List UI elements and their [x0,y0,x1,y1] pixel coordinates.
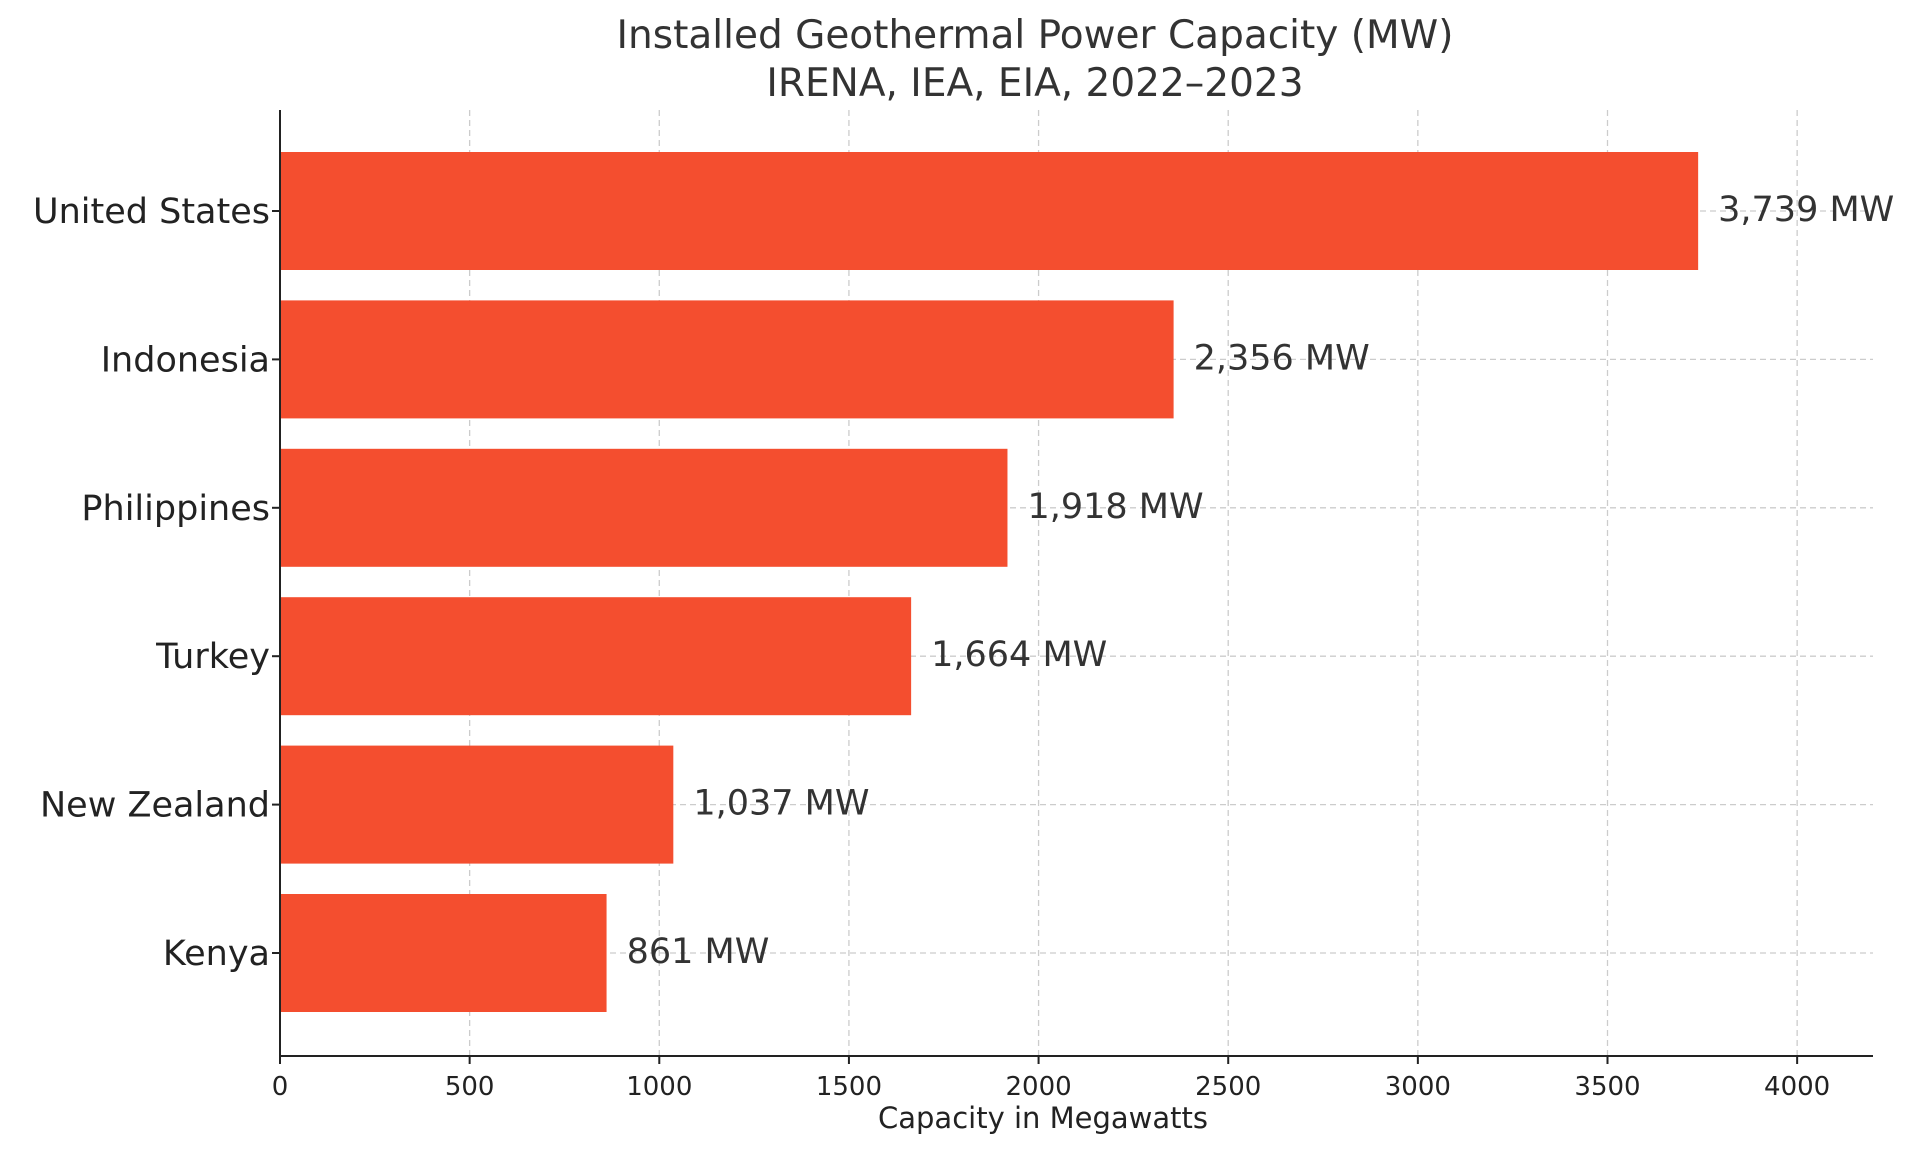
chart-subtitle: IRENA, IEA, EIA, 2022–2023 [766,61,1303,106]
bar [280,745,674,864]
y-tick-label: New Zealand [40,786,270,826]
x-tick-label: 2500 [1195,1072,1261,1102]
data-label: 2,356 MW [1194,338,1370,378]
x-tick-label: 1500 [816,1072,882,1102]
bar-layer: 3,739 MW 2,356 MW 1,918 MW 1,664 MW 1,037 MW… [280,152,1894,1012]
y-tick-label: Philippines [81,489,270,529]
bar [280,448,1008,567]
data-label: 1,918 MW [1027,487,1203,527]
x-tick-label: 2000 [1005,1072,1071,1102]
y-tick-label: Indonesia [101,340,270,380]
x-tick-label: 0 [272,1072,289,1102]
data-label: 1,037 MW [693,784,869,824]
chart-title: Installed Geothermal Power Capacity (MW) [617,13,1454,58]
bar [280,597,912,716]
tick-layer: 0 500 1000 1500 2000 2500 3000 3500 4000 United S… [33,192,1830,1102]
x-tick-label: 3500 [1574,1072,1640,1102]
data-label: 861 MW [627,932,770,972]
y-tick-label: Kenya [163,934,270,974]
x-tick-label: 3000 [1385,1072,1451,1102]
x-axis-label: Capacity in Megawatts [878,1101,1208,1135]
data-label: 1,664 MW [931,635,1107,675]
x-tick-label: 1000 [626,1072,692,1102]
x-tick-label: 4000 [1764,1072,1830,1102]
bar [280,894,607,1012]
x-tick-label: 500 [445,1072,495,1102]
data-label: 3,739 MW [1718,190,1894,230]
y-tick-label: United States [33,192,270,232]
bar [280,300,1174,419]
y-tick-label: Turkey [155,637,270,677]
bar [280,152,1699,270]
